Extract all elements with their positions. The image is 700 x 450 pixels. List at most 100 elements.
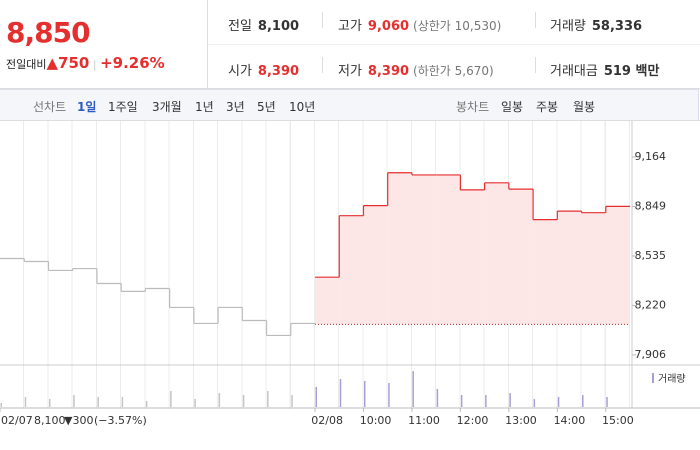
volume-bar	[242, 395, 245, 407]
volume-bar	[0, 403, 2, 407]
info-cell: 거래량 58,336	[550, 15, 642, 34]
divider	[535, 57, 536, 73]
volume-bar	[24, 397, 27, 407]
tab[interactable]: 5년	[257, 100, 276, 114]
volume-bar	[388, 383, 390, 407]
x-tick-label: 13:00	[505, 414, 537, 427]
y-tick-label: 7,906	[635, 348, 667, 361]
prev-change: ▼300	[64, 414, 93, 427]
area	[581, 212, 606, 325]
area	[484, 182, 509, 325]
divider	[535, 12, 536, 28]
x-tick-label: 15:00	[602, 414, 634, 427]
info-note: (상한가 10,530)	[413, 19, 502, 33]
tab[interactable]: 3개월	[152, 100, 182, 114]
chart: 9,164 8,849 8,535 8,220 7,906 거래량 02/07 02/08 10…	[0, 120, 700, 427]
volume-bar	[412, 371, 414, 407]
info-label: 거래대금	[550, 64, 598, 79]
volume-bar	[291, 395, 293, 407]
legend-label: 거래량	[658, 373, 686, 385]
info-value: 8,100	[257, 19, 300, 34]
volume-bar	[363, 381, 366, 407]
area	[605, 206, 630, 325]
info-value: 9,060	[367, 19, 410, 34]
info-label: 저가	[338, 64, 362, 79]
volume-bar	[533, 399, 536, 407]
area	[411, 174, 437, 325]
volume-bar	[460, 395, 463, 407]
info-label: 전일	[228, 19, 252, 34]
tab-group-label: 봉차트	[456, 100, 490, 114]
price-box: 8,850 전일대비▲750 | +9.26%	[0, 0, 208, 88]
change-rate: +9.26%	[100, 54, 165, 72]
info-value: 519 백만	[603, 64, 660, 79]
tab-group-label: 선차트	[33, 100, 67, 114]
info-cell: 고가 9,060 (상한가 10,530)	[338, 15, 501, 34]
area	[363, 205, 388, 325]
area	[387, 172, 412, 325]
tab[interactable]: 월봉	[573, 100, 596, 114]
tab[interactable]: 주봉	[536, 100, 559, 114]
divider	[208, 44, 700, 45]
area	[533, 219, 558, 325]
volume-bar	[73, 395, 75, 407]
x-tick-label: 10:00	[360, 414, 392, 427]
change: 전일대비▲750 | +9.26%	[6, 54, 165, 72]
info-value: 8,390	[257, 64, 300, 79]
info-cell: 전일 8,100	[228, 15, 299, 34]
change-value: ▲750	[46, 54, 90, 72]
volume-bar	[48, 399, 51, 407]
y-tick-label: 8,535	[635, 249, 667, 262]
divider	[322, 57, 323, 73]
x-tick-label: 02/07	[1, 414, 33, 427]
volume-bar	[97, 397, 99, 407]
volume-bar	[170, 391, 172, 407]
area	[436, 174, 461, 325]
volume-bar	[606, 397, 608, 407]
info-note: (하한가 5,670)	[413, 64, 494, 78]
prev-rate: (−3.57%)	[94, 414, 147, 427]
prev-close: 8,100	[34, 414, 66, 427]
area	[557, 211, 582, 325]
volume-bar	[315, 387, 317, 407]
volume-bar	[218, 393, 221, 407]
info-label: 고가	[338, 19, 362, 34]
legend-swatch	[652, 373, 654, 383]
volume-bar	[582, 395, 584, 407]
info-value: 8,390	[367, 64, 410, 79]
tab[interactable]: 일봉	[501, 100, 524, 114]
quote-header: 8,850 전일대비▲750 | +9.26% 전일 8,100 고가 9,060 (상…	[0, 0, 700, 89]
volume-bar	[121, 397, 124, 407]
volume-bar	[145, 401, 148, 407]
tab[interactable]: 1일	[77, 100, 97, 114]
y-tick-label: 8,220	[635, 299, 667, 312]
info-label: 거래량	[550, 19, 586, 34]
info-value: 58,336	[591, 19, 643, 34]
x-tick-label: 14:00	[554, 414, 586, 427]
volume-bar	[436, 389, 439, 407]
volume-bar	[339, 379, 342, 407]
area	[508, 189, 534, 325]
y-tick-label: 8,849	[635, 200, 667, 213]
x-tick-label: 11:00	[408, 414, 440, 427]
tab[interactable]: 3년	[226, 100, 245, 114]
tab[interactable]: 10년	[289, 100, 316, 114]
info-cell: 저가 8,390 (하한가 5,670)	[338, 60, 494, 79]
divider	[322, 12, 323, 28]
info-cell: 거래대금 519 백만	[550, 60, 659, 79]
info-label: 시가	[228, 64, 252, 79]
tab-bar: 선차트 1일 1주일 3개월 1년 3년 5년 10년 봉차트 일봉 주봉 월봉	[0, 89, 699, 121]
volume-bar	[194, 399, 196, 407]
volume-bar	[485, 395, 487, 407]
tab[interactable]: 1년	[195, 100, 214, 114]
info-cell: 시가 8,390	[228, 60, 299, 79]
volume-bar	[557, 397, 560, 407]
volume-bar	[267, 391, 269, 407]
area	[460, 189, 485, 325]
change-label: 전일대비	[6, 58, 47, 71]
area	[315, 277, 340, 325]
tab[interactable]: 1주일	[108, 100, 138, 114]
volume-bar	[509, 393, 511, 407]
area	[339, 215, 364, 325]
